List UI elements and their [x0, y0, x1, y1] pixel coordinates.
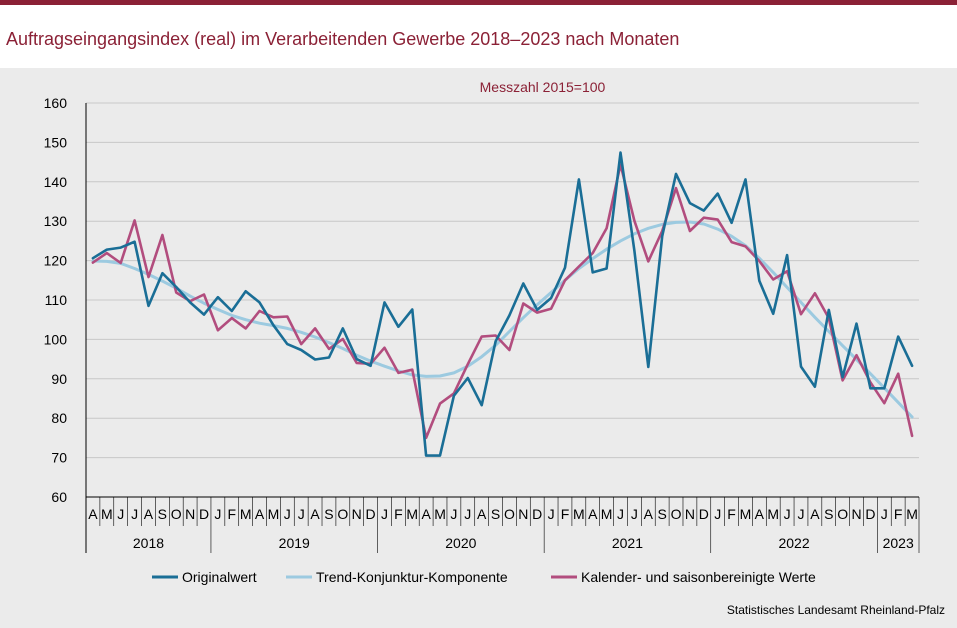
month-tick-label: O	[171, 506, 182, 522]
month-tick-label: O	[671, 506, 682, 522]
header: Auftragseingangsindex (real) im Verarbei…	[0, 5, 957, 68]
month-tick-label: N	[518, 506, 528, 522]
month-tick-label: A	[588, 506, 598, 522]
month-tick-label: D	[199, 506, 209, 522]
month-tick-label: F	[894, 506, 903, 522]
top-accent-bar	[0, 0, 957, 5]
y-tick-label: 60	[51, 489, 67, 505]
legend-label: Kalender- und saisonbereinigte Werte	[581, 569, 816, 585]
y-tick-label: 80	[51, 410, 67, 426]
year-label: 2020	[445, 535, 476, 551]
month-tick-label: D	[532, 506, 542, 522]
month-tick-label: N	[352, 506, 362, 522]
month-tick-label: M	[601, 506, 613, 522]
month-tick-label: M	[240, 506, 252, 522]
month-tick-label: F	[227, 506, 236, 522]
source-note: Statistisches Landesamt Rheinland-Pfalz	[726, 603, 945, 617]
month-tick-label: J	[450, 506, 457, 522]
series-line-trend	[91, 220, 914, 419]
y-tick-label: 100	[44, 331, 68, 347]
year-label: 2019	[279, 535, 310, 551]
month-tick-label: J	[464, 506, 471, 522]
month-tick-label: S	[491, 506, 500, 522]
month-tick-label: D	[366, 506, 376, 522]
month-tick-label: J	[214, 506, 221, 522]
month-tick-label: J	[131, 506, 138, 522]
year-label: 2022	[778, 535, 809, 551]
month-tick-label: O	[504, 506, 515, 522]
y-tick-label: 130	[44, 213, 68, 229]
month-tick-label: M	[406, 506, 418, 522]
month-tick-label: A	[255, 506, 265, 522]
legend-label: Trend-Konjunktur-Komponente	[316, 569, 508, 585]
month-tick-label: F	[561, 506, 570, 522]
month-tick-label: A	[810, 506, 820, 522]
year-label: 2021	[612, 535, 643, 551]
month-tick-label: M	[906, 506, 918, 522]
month-tick-label: M	[101, 506, 113, 522]
month-tick-label: J	[117, 506, 124, 522]
legend-label: Originalwert	[182, 569, 257, 585]
month-tick-label: J	[298, 506, 305, 522]
month-tick-label: J	[797, 506, 804, 522]
month-tick-label: M	[573, 506, 585, 522]
year-label: 2018	[133, 535, 164, 551]
month-tick-label: J	[381, 506, 388, 522]
year-label: 2023	[883, 535, 914, 551]
series-line-adjusted	[91, 163, 914, 440]
month-tick-label: A	[644, 506, 654, 522]
y-tick-label: 90	[51, 371, 67, 387]
month-tick-label: J	[548, 506, 555, 522]
month-tick-label: S	[824, 506, 833, 522]
month-tick-label: A	[477, 506, 487, 522]
month-tick-label: A	[421, 506, 431, 522]
y-tick-label: 140	[44, 174, 68, 190]
month-tick-label: M	[740, 506, 752, 522]
month-tick-label: S	[158, 506, 167, 522]
month-tick-label: M	[434, 506, 446, 522]
y-tick-label: 120	[44, 253, 68, 269]
y-tick-label: 150	[44, 134, 68, 150]
month-tick-label: S	[657, 506, 666, 522]
y-tick-label: 70	[51, 450, 67, 466]
month-tick-label: J	[881, 506, 888, 522]
series-line-original	[91, 151, 914, 457]
month-tick-label: A	[310, 506, 320, 522]
month-tick-label: J	[631, 506, 638, 522]
month-tick-label: F	[727, 506, 736, 522]
month-tick-label: S	[324, 506, 333, 522]
month-tick-label: A	[144, 506, 154, 522]
month-tick-label: J	[284, 506, 291, 522]
month-tick-label: M	[268, 506, 280, 522]
month-tick-label: J	[617, 506, 624, 522]
month-tick-label: D	[699, 506, 709, 522]
month-tick-label: N	[685, 506, 695, 522]
chart-title: Auftragseingangsindex (real) im Verarbei…	[6, 29, 680, 49]
month-tick-label: J	[784, 506, 791, 522]
month-tick-label: D	[865, 506, 875, 522]
y-tick-label: 110	[45, 292, 68, 308]
month-tick-label: O	[837, 506, 848, 522]
month-tick-label: N	[851, 506, 861, 522]
month-tick-label: N	[185, 506, 195, 522]
month-tick-label: J	[714, 506, 721, 522]
month-tick-label: A	[88, 506, 98, 522]
month-tick-label: M	[767, 506, 779, 522]
month-tick-label: A	[755, 506, 765, 522]
y-tick-label: 160	[44, 95, 68, 111]
month-tick-label: F	[394, 506, 403, 522]
month-tick-label: O	[337, 506, 348, 522]
chart-subtitle: Messzahl 2015=100	[480, 79, 606, 95]
